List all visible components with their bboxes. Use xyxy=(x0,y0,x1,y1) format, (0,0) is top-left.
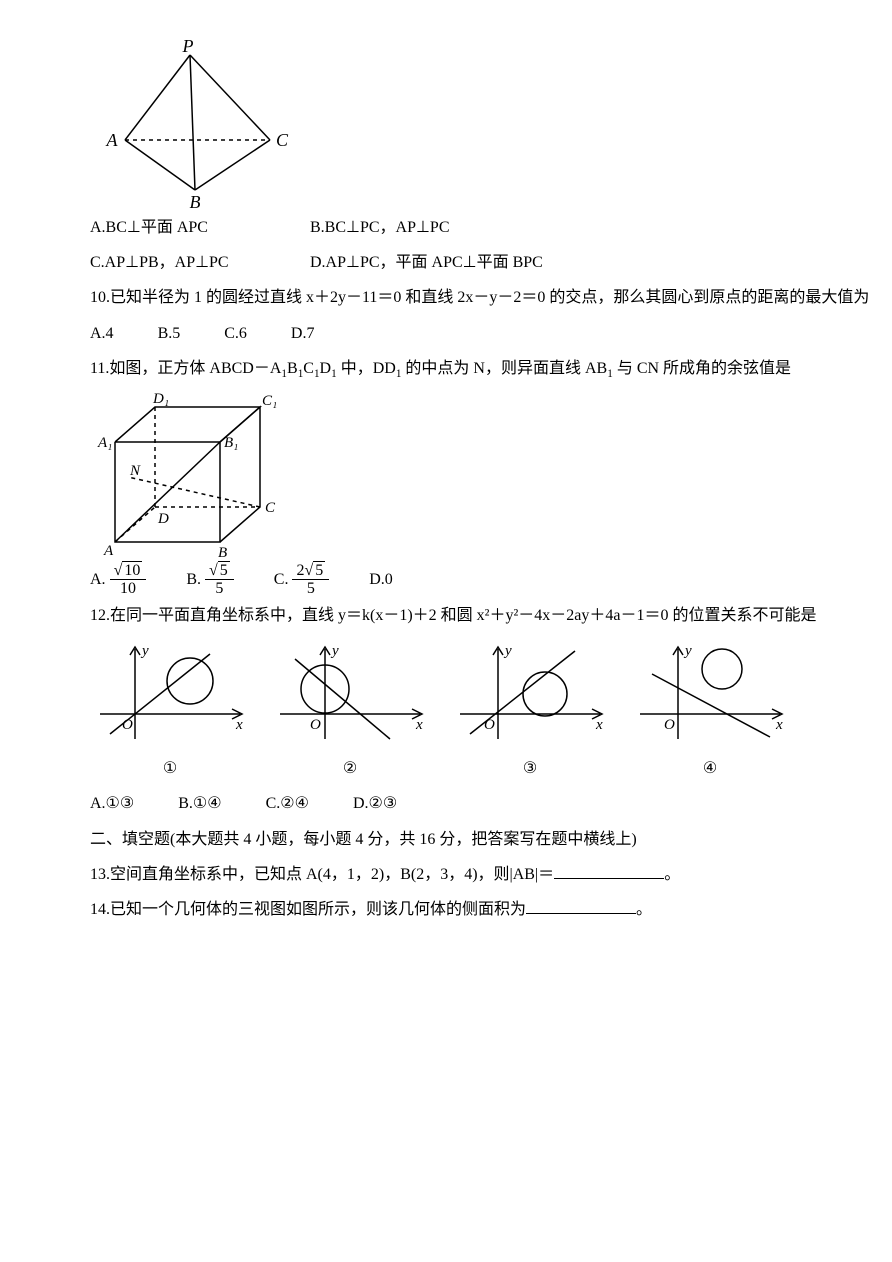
q11-option-D: D.0 xyxy=(369,562,393,597)
q9-option-A: A.BC⊥平面 APC xyxy=(90,210,310,245)
q12-fig-4: y x O ④ xyxy=(630,639,790,786)
q11-option-A: A.1010 xyxy=(90,562,146,598)
label-D1: D₁ xyxy=(152,391,169,407)
q9-figure: P A B C xyxy=(90,40,892,210)
q10-option-B: B.5 xyxy=(158,316,181,351)
label-C1: C₁ xyxy=(262,393,277,409)
q9-option-C: C.AP⊥PB，AP⊥PC xyxy=(90,245,310,280)
q11-text-p7: 与 CN 所成角的余弦值是 xyxy=(613,360,791,377)
label-B: B xyxy=(190,192,201,210)
q11-optA-label: A. xyxy=(90,571,106,588)
q12-fig-3: y x O ③ xyxy=(450,639,610,786)
q12-f1-x: x xyxy=(235,717,243,733)
q12-circ-3: ③ xyxy=(523,751,537,786)
q11-optC-label: C. xyxy=(274,571,289,588)
q11-text: 11.如图，正方体 ABCD－A1B1C1D1 中，DD1 的中点为 N，则异面… xyxy=(90,351,892,387)
q14-blank xyxy=(526,897,636,914)
q11-optC-coef: 2 xyxy=(296,562,304,579)
q9-options-row1: A.BC⊥平面 APC B.BC⊥PC，AP⊥PC xyxy=(90,210,892,245)
q13-text-pre: 13.空间直角坐标系中，已知点 A(4，1，2)，B(2，3，4)，则|AB|＝ xyxy=(90,866,554,883)
q11-option-B: B.55 xyxy=(186,562,233,598)
section2-heading: 二、填空题(本大题共 4 小题，每小题 4 分，共 16 分，把答案写在题中横线… xyxy=(90,822,892,857)
q14-text-pre: 14.已知一个几何体的三视图如图所示，则该几何体的侧面积为 xyxy=(90,901,526,918)
q9-options-row2: C.AP⊥PB，AP⊥PC D.AP⊥PC，平面 APC⊥平面 BPC xyxy=(90,245,892,280)
q12-circ-2: ② xyxy=(343,751,357,786)
q11-text-p4: D xyxy=(320,360,332,377)
q9-option-D: D.AP⊥PC，平面 APC⊥平面 BPC xyxy=(310,245,892,280)
label-A1: A₁ xyxy=(97,435,112,451)
label-Bc: B xyxy=(218,545,227,561)
label-C: C xyxy=(276,130,289,150)
q12-options: A.①③ B.①④ C.②④ D.②③ xyxy=(90,786,892,821)
q12-f1-O: O xyxy=(122,717,133,733)
q11-figure: D₁ C₁ A₁ B₁ N D C A B xyxy=(90,387,892,562)
q10-option-D: D.7 xyxy=(291,316,315,351)
q12-option-A: A.①③ xyxy=(90,786,134,821)
q12-f1-y: y xyxy=(140,643,149,659)
q12-option-B: B.①④ xyxy=(178,786,221,821)
q12-f2-O: O xyxy=(310,717,321,733)
q11-optC-den: 5 xyxy=(292,580,329,598)
q11-text-p6: 的中点为 N，则异面直线 AB xyxy=(401,360,607,377)
q12-option-C: C.②④ xyxy=(266,786,309,821)
q12-circ-1: ① xyxy=(163,751,177,786)
label-A: A xyxy=(106,130,119,150)
q12-f4-y: y xyxy=(683,643,692,659)
q11-text-p3: C xyxy=(303,360,314,377)
q12-f3-O: O xyxy=(484,717,495,733)
q12-f3-x: x xyxy=(595,717,603,733)
label-B1: B₁ xyxy=(224,435,238,451)
label-D: D xyxy=(157,511,169,527)
q11-text-p1: 11.如图，正方体 ABCD－A xyxy=(90,360,281,377)
q11-option-C: C. 255 xyxy=(274,562,329,598)
q11-optB-den: 5 xyxy=(205,580,234,598)
label-N: N xyxy=(129,463,141,479)
q12-f3-y: y xyxy=(503,643,512,659)
q10-text: 10.已知半径为 1 的圆经过直线 x＋2y－11＝0 和直线 2x－y－2＝0… xyxy=(90,280,892,315)
q11-optC-numrad: 5 xyxy=(313,561,325,579)
label-Cc: C xyxy=(265,500,276,516)
q12-circ-4: ④ xyxy=(703,751,717,786)
label-P: P xyxy=(182,40,194,56)
q14-text-post: 。 xyxy=(636,901,652,918)
q10-option-C: C.6 xyxy=(224,316,247,351)
q11-optB-label: B. xyxy=(186,571,201,588)
q13-text-post: 。 xyxy=(664,866,680,883)
q12-f2-y: y xyxy=(330,643,339,659)
q10-options: A.4 B.5 C.6 D.7 xyxy=(90,316,892,351)
q11-options: A.1010 B.55 C.255 D.0 xyxy=(90,562,892,598)
q12-figures: y x O ① y x O ② xyxy=(90,639,892,786)
q14: 14.已知一个几何体的三视图如图所示，则该几何体的侧面积为 。 xyxy=(90,892,892,927)
q13-blank xyxy=(554,862,664,879)
label-Ac: A xyxy=(103,543,114,559)
q12-option-D: D.②③ xyxy=(353,786,397,821)
q9-option-B: B.BC⊥PC，AP⊥PC xyxy=(310,210,892,245)
q11-optA-den: 10 xyxy=(110,580,147,598)
q13: 13.空间直角坐标系中，已知点 A(4，1，2)，B(2，3，4)，则|AB|＝… xyxy=(90,857,892,892)
q11-optB-num: 5 xyxy=(218,561,230,579)
q11-optA-num: 10 xyxy=(122,561,142,579)
q12-f2-x: x xyxy=(415,717,423,733)
q12-fig-2: y x O ② xyxy=(270,639,430,786)
q12-f4-x: x xyxy=(775,717,783,733)
q10-option-A: A.4 xyxy=(90,316,114,351)
q12-f4-O: O xyxy=(664,717,675,733)
q11-text-p5: 中，DD xyxy=(337,360,396,377)
q12-fig-1: y x O ① xyxy=(90,639,250,786)
q11-text-p2: B xyxy=(287,360,298,377)
q12-text: 12.在同一平面直角坐标系中，直线 y＝k(x－1)＋2 和圆 x²＋y²－4x… xyxy=(90,598,892,633)
